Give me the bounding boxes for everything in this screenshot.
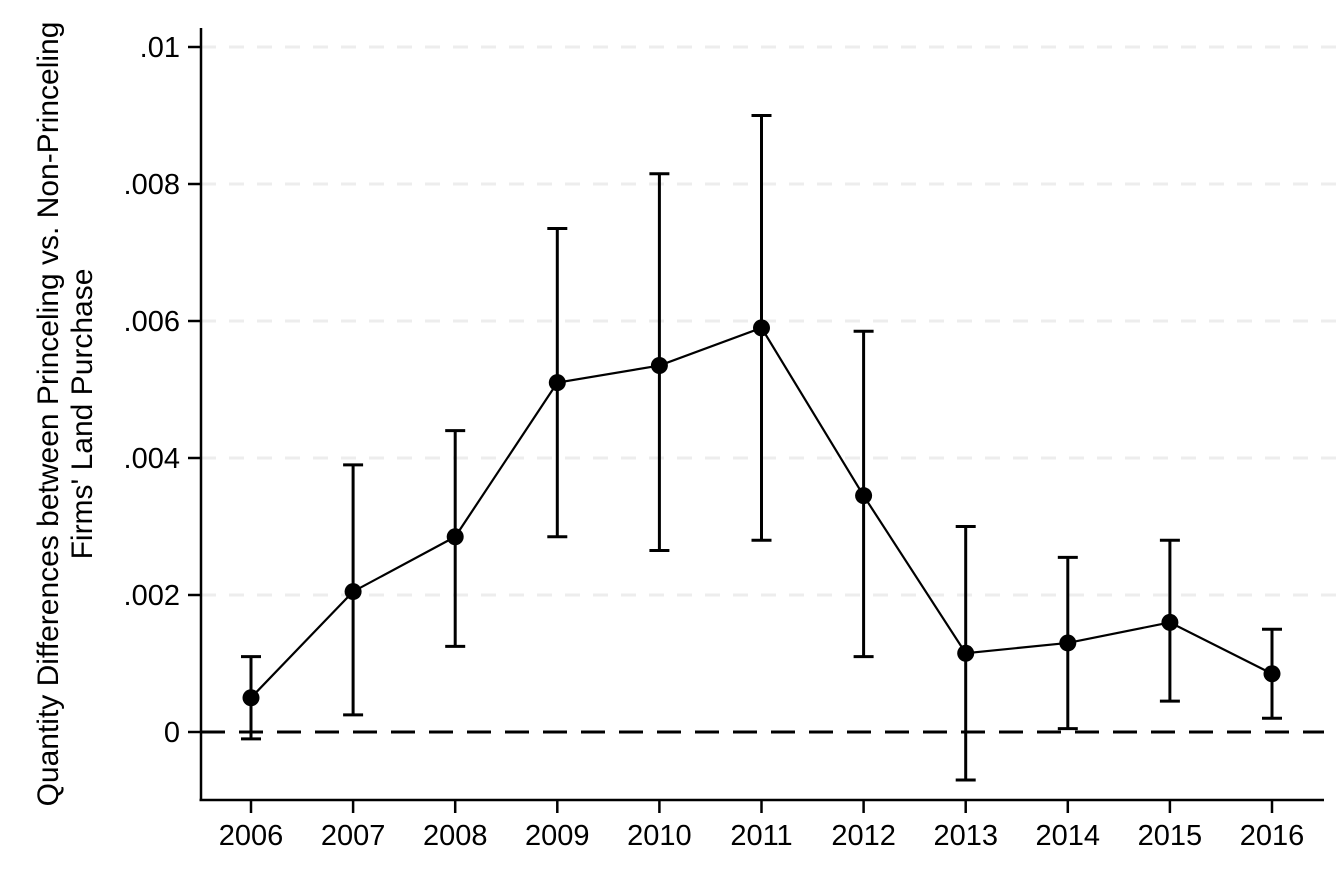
- y-tick-label: .008: [124, 169, 180, 201]
- y-tick-label: .004: [124, 443, 180, 475]
- x-tick-label: 2010: [627, 820, 692, 852]
- grid-layer: [201, 45, 1338, 597]
- axis-layer: 0 .002 .004 .006 .008 .01 2006 2007 2008 2009 2010…: [124, 28, 1324, 852]
- y-axis-title-line2: Firms' Land Purchase: [66, 269, 99, 560]
- x-tick-label: 2013: [933, 820, 998, 852]
- y-tick-label: .002: [124, 580, 180, 612]
- x-tick-label: 2012: [831, 820, 896, 852]
- y-axis-title-line1: Quantity Differences between Princeling …: [32, 22, 65, 807]
- data-point-2006: [242, 689, 260, 707]
- y-tick-label: .01: [140, 32, 180, 64]
- x-tick-label: 2014: [1036, 820, 1101, 852]
- data-point-2011: [753, 319, 770, 337]
- data-point-2008: [446, 528, 464, 546]
- data-point-2010: [650, 357, 668, 375]
- x-tick-label: 2007: [321, 820, 386, 852]
- x-tick-label: 2008: [423, 820, 488, 852]
- data-point-2014: [1059, 634, 1077, 652]
- data-point-2016: [1263, 665, 1281, 683]
- data-point-2015: [1161, 613, 1179, 631]
- data-layer: [201, 114, 1324, 782]
- x-tick-label: 2011: [730, 820, 792, 852]
- data-point-2009: [548, 374, 566, 392]
- y-tick-label: 0: [164, 717, 180, 749]
- data-point-2013: [957, 644, 975, 662]
- x-tick-label: 2016: [1240, 820, 1305, 852]
- x-tick-label: 2015: [1138, 820, 1203, 852]
- y-tick-label: .006: [124, 306, 180, 338]
- x-tick-label: 2009: [525, 820, 590, 852]
- data-point-2012: [855, 487, 873, 505]
- data-point-2007: [344, 583, 362, 601]
- x-tick-label: 2006: [219, 820, 284, 852]
